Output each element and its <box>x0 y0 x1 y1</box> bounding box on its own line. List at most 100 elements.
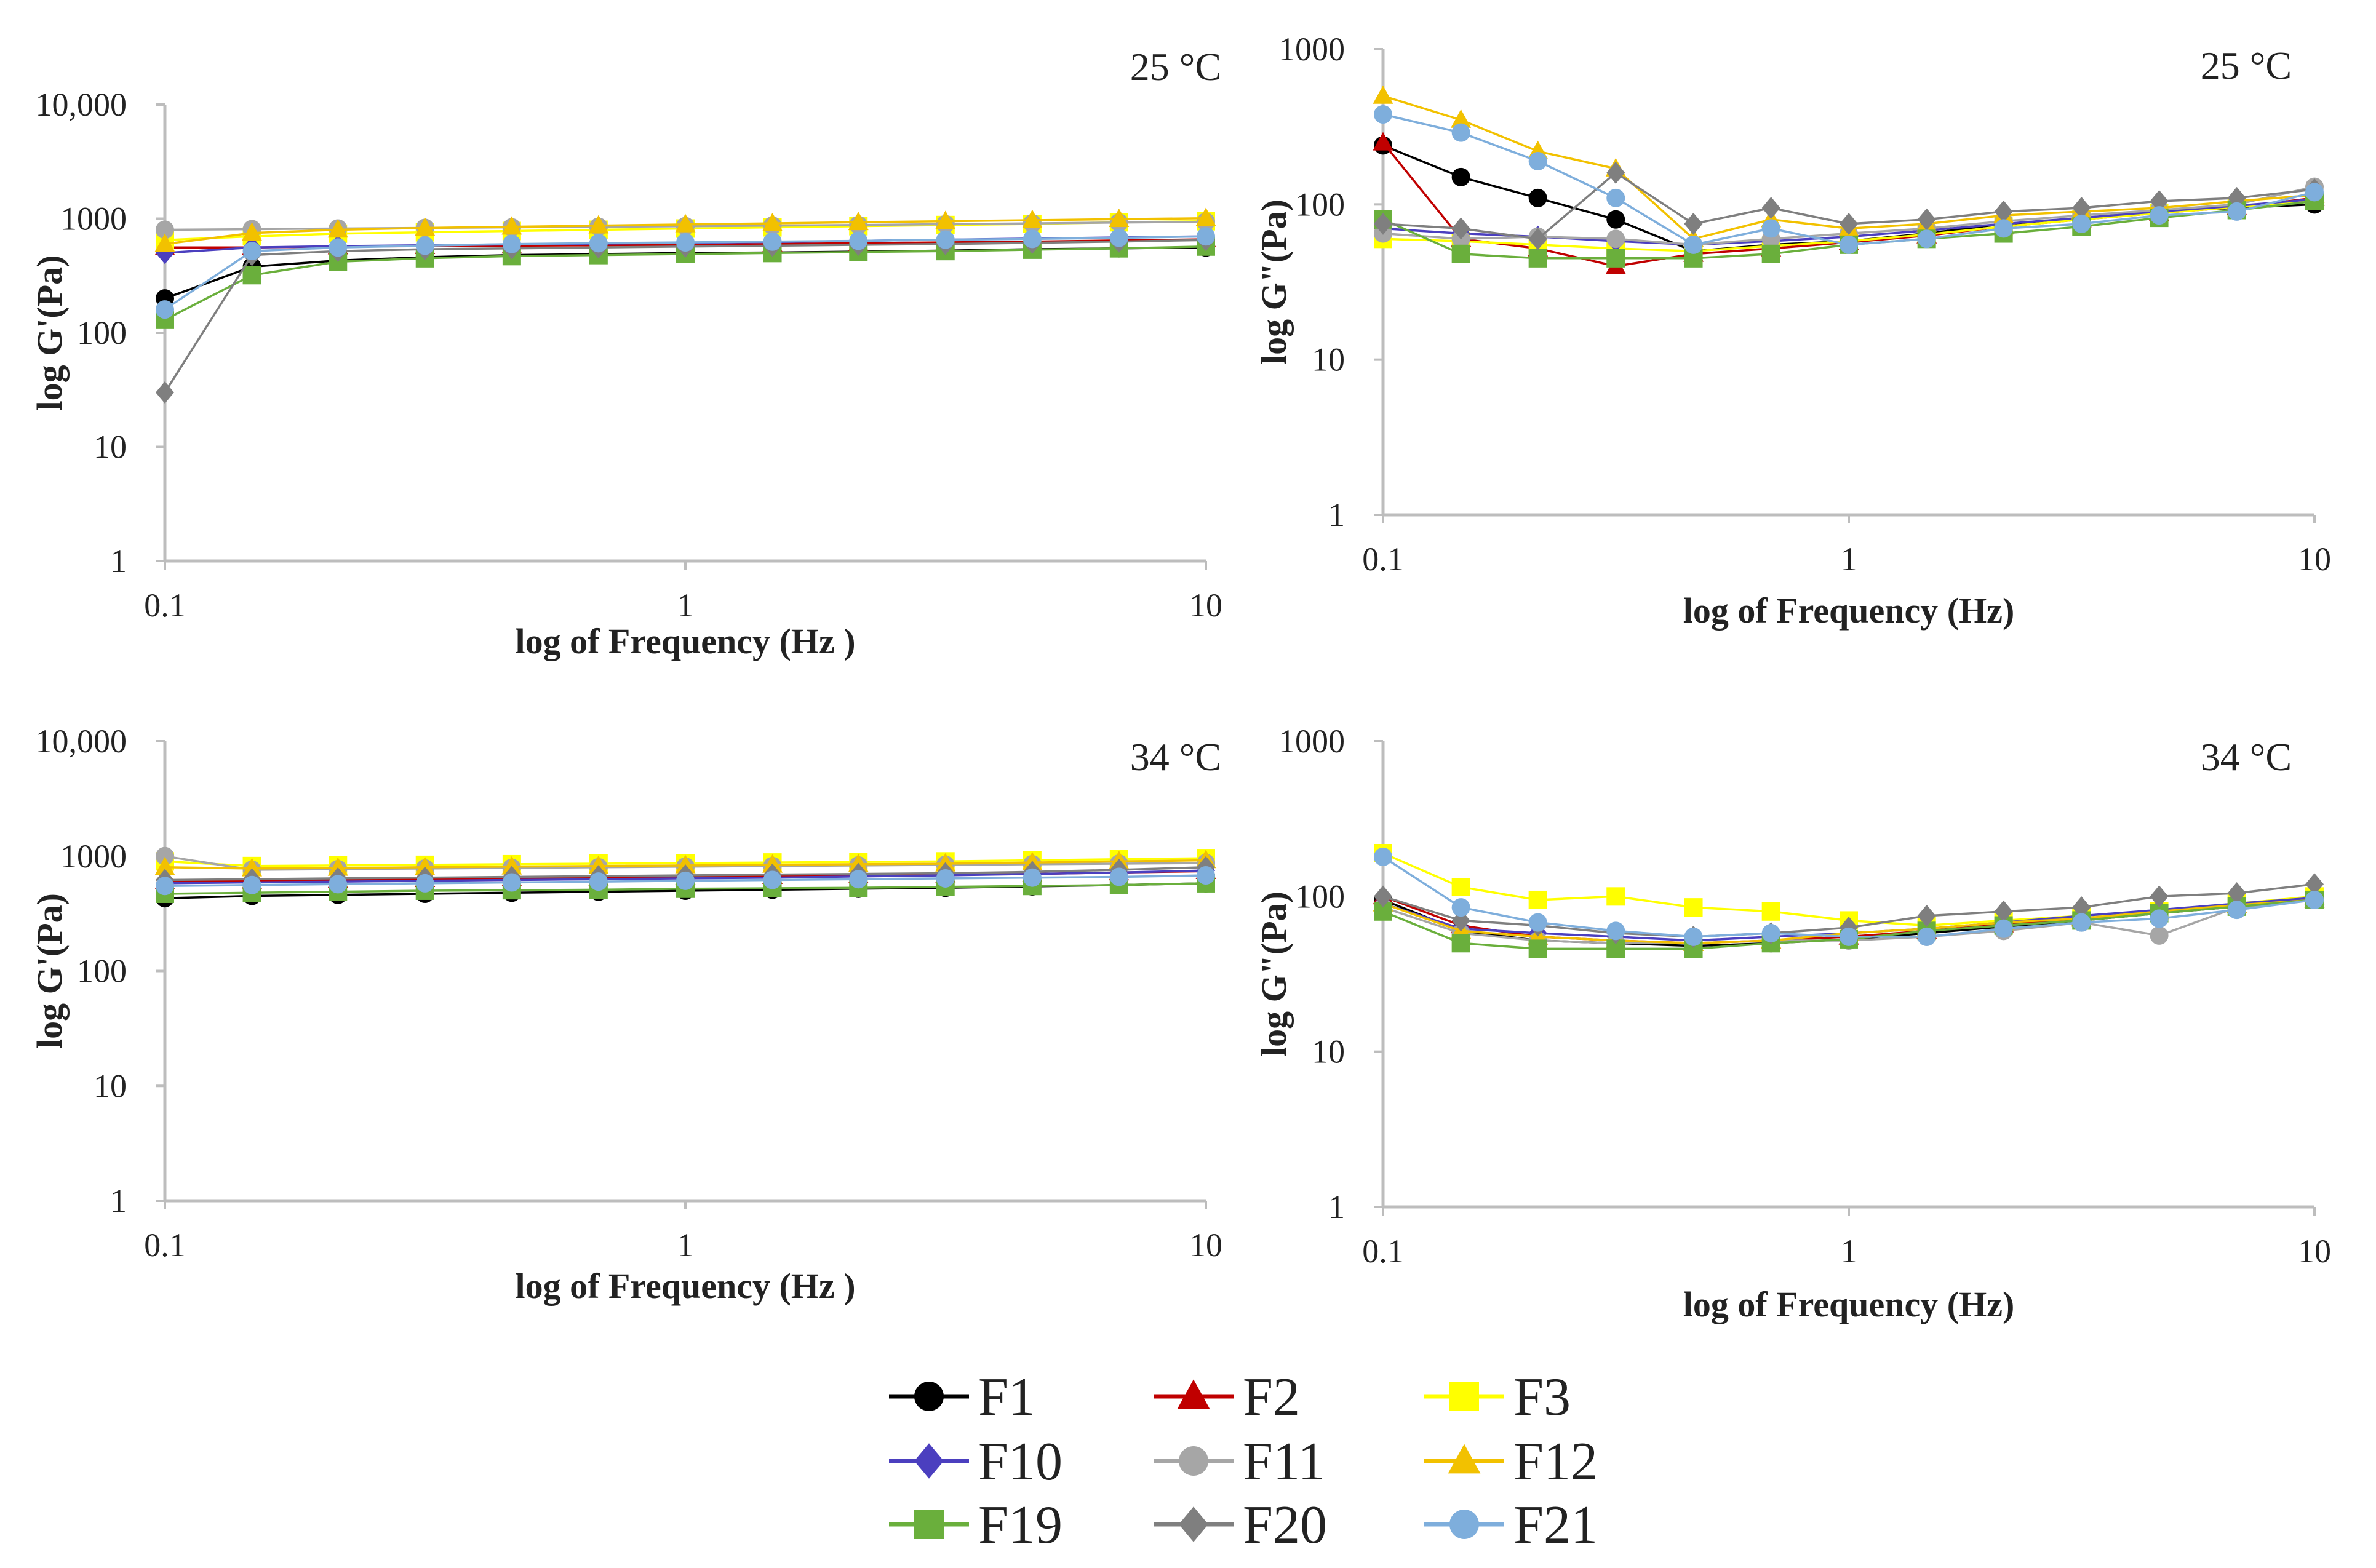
data-point <box>1109 228 1128 247</box>
data-point <box>1606 249 1625 268</box>
data-point <box>327 219 348 238</box>
data-point <box>1451 217 1470 240</box>
x-tick-label: 10 <box>1189 587 1222 624</box>
data-point <box>1840 927 1858 946</box>
data-point <box>1374 847 1392 866</box>
y-tick-label: 100 <box>1295 186 1345 223</box>
legend-label: F10 <box>978 1432 1062 1492</box>
y-axis-label: log G"(Pa) <box>1254 199 1294 365</box>
data-point <box>1761 244 1780 263</box>
data-point <box>154 233 175 252</box>
data-point <box>1451 878 1470 897</box>
legend-entry-f11: F11 <box>1154 1432 1325 1492</box>
data-point <box>1023 868 1042 887</box>
legend-label: F3 <box>1513 1367 1571 1427</box>
y-axis-label: log G"(Pa) <box>1254 891 1294 1057</box>
legend-entry-f12: F12 <box>1424 1432 1598 1492</box>
data-point <box>501 216 522 235</box>
data-point <box>1374 885 1392 908</box>
data-point <box>849 870 868 889</box>
data-point <box>502 234 521 253</box>
data-point <box>588 215 609 234</box>
data-point <box>2227 901 2246 920</box>
y-tick-label: 1 <box>1328 496 1345 533</box>
data-point <box>2150 926 2169 945</box>
legend: F1 F2 F3 F10 F11 F12 F19 F20 F21 <box>889 1367 1598 1555</box>
data-point <box>2150 885 2169 908</box>
data-point <box>675 213 696 233</box>
y-tick-label: 1 <box>110 1182 127 1219</box>
data-point <box>1917 927 1936 946</box>
data-point <box>2072 913 2091 932</box>
data-point <box>1917 904 1936 927</box>
data-point <box>242 875 261 894</box>
legend-label: F11 <box>1243 1432 1325 1492</box>
panel-title: 34 °C <box>1130 735 1221 779</box>
data-point <box>1528 228 1547 250</box>
data-point <box>156 381 174 404</box>
chart-panel-4: 1 10 100 1000 0.1 1 10 34 °C log of Frequency (H… <box>1254 723 2331 1324</box>
x-tick-label: 10 <box>2298 1233 2331 1270</box>
y-tick-label: 1 <box>110 543 127 579</box>
data-point <box>1528 188 1547 207</box>
data-point <box>1451 898 1470 917</box>
data-point <box>1917 208 1936 231</box>
y-tick-label: 10,000 <box>36 723 127 760</box>
y-tick-label: 10 <box>1312 1033 1345 1070</box>
data-point <box>242 242 261 261</box>
panel-title: 25 °C <box>2201 44 2292 87</box>
data-point <box>2072 214 2091 233</box>
data-point <box>1451 109 1472 128</box>
x-tick-label: 10 <box>1189 1227 1222 1264</box>
data-point <box>1374 105 1392 124</box>
legend-entry-f20: F20 <box>1154 1495 1327 1555</box>
data-point <box>1197 227 1215 246</box>
data-point <box>415 236 434 255</box>
data-point <box>676 871 695 890</box>
legend-marker <box>914 1443 944 1479</box>
data-point <box>849 231 868 250</box>
data-point <box>1373 132 1393 151</box>
data-point <box>935 210 956 229</box>
data-point <box>676 233 695 252</box>
data-point <box>1606 229 1625 249</box>
data-point <box>1606 210 1625 229</box>
x-tick-label: 10 <box>2298 541 2331 578</box>
data-point <box>1373 85 1393 104</box>
data-point <box>1994 900 2013 923</box>
series-f21 <box>1374 105 2324 254</box>
data-point <box>242 222 263 241</box>
data-point <box>1684 235 1703 254</box>
x-tick-label: 1 <box>677 587 694 624</box>
data-point <box>762 854 783 873</box>
data-point <box>589 872 608 891</box>
data-point <box>156 877 174 896</box>
y-tick-label: 1000 <box>60 838 127 875</box>
chart-panel-3: 1 10 100 1000 10,000 0.1 1 10 34 °C log of Freque… <box>30 723 1222 1306</box>
legend-marker <box>914 1382 944 1411</box>
data-point <box>2305 873 2324 896</box>
y-tick-label: 10 <box>1312 341 1345 378</box>
y-tick-label: 10 <box>94 429 127 466</box>
legend-label: F20 <box>1243 1495 1327 1555</box>
data-point <box>1684 927 1703 946</box>
data-point <box>1451 934 1470 953</box>
data-point <box>1528 913 1547 932</box>
data-point <box>1684 212 1703 235</box>
legend-entry-f21: F21 <box>1424 1495 1598 1555</box>
panel-title: 34 °C <box>2201 735 2292 779</box>
legend-marker <box>1448 1444 1481 1474</box>
legend-entry-f3: F3 <box>1424 1367 1571 1427</box>
x-axis-label: log of Frequency (Hz ) <box>515 621 855 661</box>
data-point <box>1528 151 1547 170</box>
x-axis-label: log of Frequency (Hz) <box>1683 591 2015 631</box>
data-point <box>2150 189 2169 212</box>
data-point <box>2072 896 2091 919</box>
data-point <box>763 870 782 889</box>
chart-panel-2: 1 10 100 1000 0.1 1 10 25 °C log of Frequency (H… <box>1254 31 2331 631</box>
data-point <box>936 230 955 249</box>
series-f20 <box>1374 161 2324 250</box>
y-tick-label: 100 <box>1295 878 1345 915</box>
legend-marker <box>1449 1382 1479 1411</box>
data-point <box>588 855 609 874</box>
